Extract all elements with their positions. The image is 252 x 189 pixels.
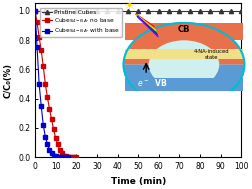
Text: ☀: ☀: [124, 0, 135, 13]
Pristine Cubes: [188, 10, 191, 12]
Cubes$_{4-NA}$- no base: [46, 96, 49, 98]
Cubes$_{4-NA}$- no base: [40, 49, 43, 51]
Cubes$_{4-NA}$- no base: [67, 156, 70, 158]
Cubes$_{4-NA}$- no base: [62, 155, 66, 157]
Line: Cubes$_{4-NA}$- with base: Cubes$_{4-NA}$- with base: [33, 9, 70, 159]
Y-axis label: C/C₀(%): C/C₀(%): [4, 63, 12, 98]
Cubes$_{4-NA}$- no base: [36, 21, 39, 24]
Cubes$_{4-NA}$- no base: [42, 65, 45, 67]
Pristine Cubes: [34, 10, 37, 12]
Text: CB: CB: [178, 25, 190, 34]
Cubes$_{4-NA}$- with base: [44, 136, 47, 138]
Cubes$_{4-NA}$- with base: [40, 105, 43, 107]
Cubes$_{4-NA}$- no base: [75, 156, 78, 158]
Cubes$_{4-NA}$- with base: [46, 143, 49, 145]
Line: Pristine Cubes: Pristine Cubes: [33, 9, 243, 13]
Cubes$_{4-NA}$- no base: [65, 155, 68, 157]
Cubes$_{4-NA}$- no base: [60, 152, 63, 154]
Pristine Cubes: [44, 10, 47, 12]
Pristine Cubes: [209, 10, 212, 12]
Cubes$_{4-NA}$- no base: [71, 156, 74, 158]
Cubes$_{4-NA}$- with base: [65, 156, 68, 158]
Cubes$_{4-NA}$- with base: [34, 10, 37, 12]
Wedge shape: [123, 23, 244, 65]
Cubes$_{4-NA}$- no base: [44, 83, 47, 85]
Pristine Cubes: [116, 10, 119, 12]
Pristine Cubes: [219, 10, 222, 12]
Pristine Cubes: [54, 10, 57, 12]
Cubes$_{4-NA}$- no base: [58, 149, 61, 151]
Cubes$_{4-NA}$- with base: [38, 83, 41, 85]
Pristine Cubes: [178, 10, 181, 12]
Pristine Cubes: [85, 10, 88, 12]
FancyBboxPatch shape: [125, 23, 243, 40]
Cubes$_{4-NA}$- with base: [62, 156, 66, 158]
Cubes$_{4-NA}$- with base: [67, 156, 70, 158]
FancyBboxPatch shape: [125, 49, 243, 59]
Cubes$_{4-NA}$- no base: [73, 156, 76, 158]
Text: $e^-$  VB: $e^-$ VB: [137, 77, 168, 88]
Cubes$_{4-NA}$- no base: [56, 143, 59, 145]
Text: 4-NA-induced
state: 4-NA-induced state: [194, 49, 230, 60]
Cubes$_{4-NA}$- no base: [38, 36, 41, 38]
Wedge shape: [123, 65, 244, 106]
Pristine Cubes: [137, 10, 140, 12]
Legend: Pristine Cubes, Cubes$_{4-NA}$- no base, Cubes$_{4-NA}$- with base: Pristine Cubes, Cubes$_{4-NA}$- no base,…: [40, 8, 122, 37]
Cubes$_{4-NA}$- with base: [48, 149, 51, 151]
Cubes$_{4-NA}$- with base: [54, 155, 57, 157]
Cubes$_{4-NA}$- no base: [34, 10, 37, 12]
X-axis label: Time (min): Time (min): [111, 177, 166, 186]
Cubes$_{4-NA}$- with base: [56, 156, 59, 158]
Cubes$_{4-NA}$- no base: [52, 128, 55, 130]
Pristine Cubes: [75, 10, 78, 12]
Cubes$_{4-NA}$- no base: [69, 156, 72, 158]
Pristine Cubes: [157, 10, 160, 12]
Cubes$_{4-NA}$- with base: [36, 46, 39, 49]
Pristine Cubes: [168, 10, 171, 12]
Pristine Cubes: [95, 10, 98, 12]
Pristine Cubes: [106, 10, 109, 12]
Cubes$_{4-NA}$- with base: [60, 156, 63, 158]
Cubes$_{4-NA}$- with base: [50, 152, 53, 154]
Cubes$_{4-NA}$- with base: [52, 155, 55, 157]
Cubes$_{4-NA}$- no base: [50, 118, 53, 120]
Circle shape: [123, 23, 244, 106]
Cubes$_{4-NA}$- no base: [48, 108, 51, 110]
Line: Cubes$_{4-NA}$- no base: Cubes$_{4-NA}$- no base: [33, 9, 78, 159]
Pristine Cubes: [199, 10, 202, 12]
Pristine Cubes: [126, 10, 129, 12]
Pristine Cubes: [230, 10, 233, 12]
Pristine Cubes: [65, 10, 68, 12]
Cubes$_{4-NA}$- no base: [54, 137, 57, 139]
Cubes$_{4-NA}$- with base: [58, 156, 61, 158]
Cubes$_{4-NA}$- with base: [42, 124, 45, 126]
Pristine Cubes: [147, 10, 150, 12]
FancyBboxPatch shape: [125, 78, 243, 93]
Pristine Cubes: [240, 10, 243, 12]
